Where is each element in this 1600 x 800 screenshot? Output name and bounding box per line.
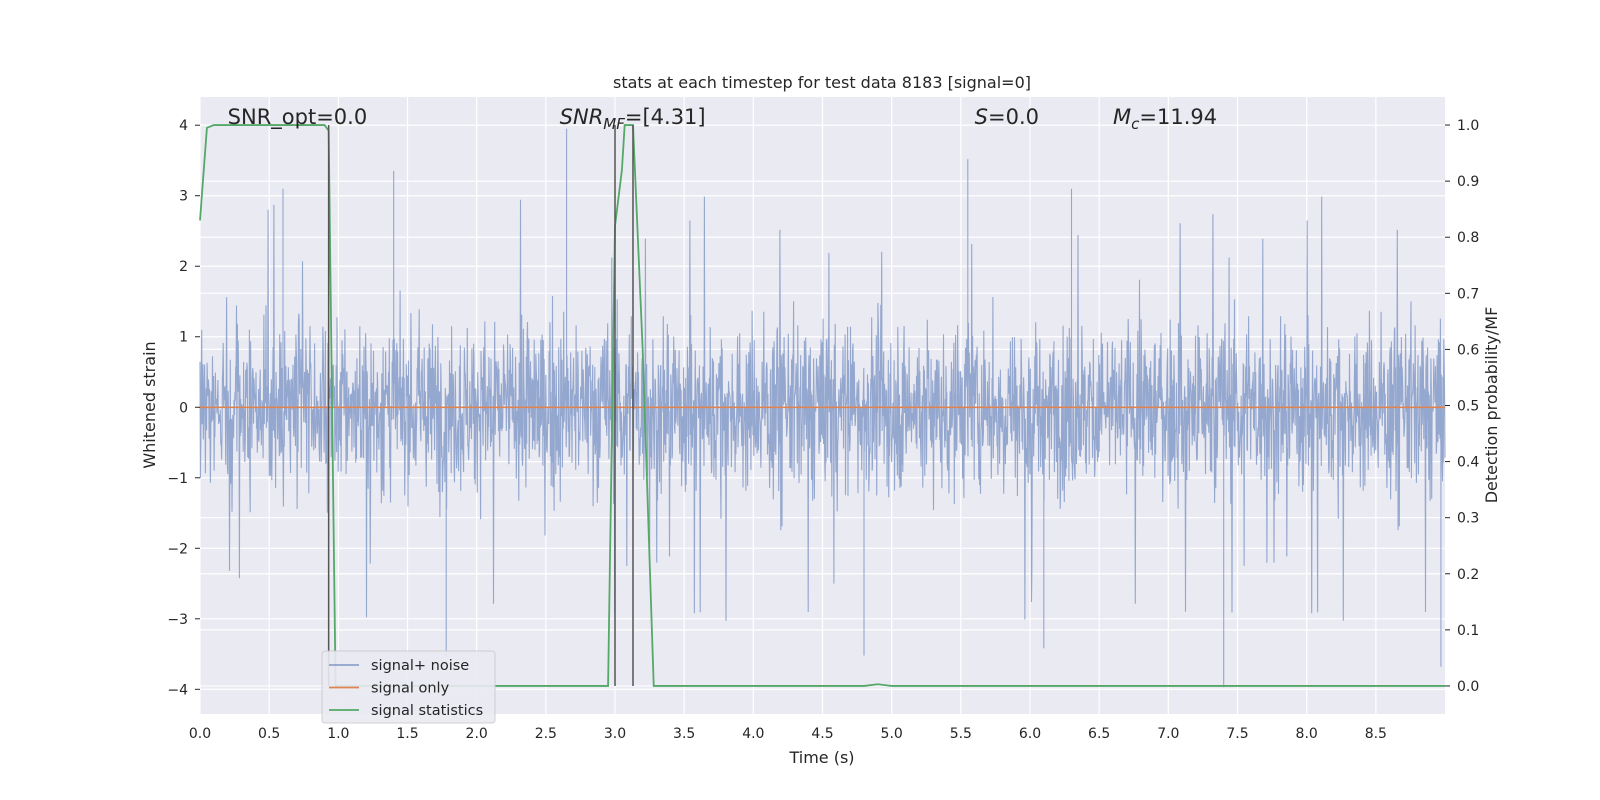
y-tick-label-left: 4	[179, 118, 188, 134]
signal-statistics-line	[199, 124, 1445, 687]
vertical-markers	[327, 125, 634, 686]
series-lines	[199, 124, 1445, 687]
x-tick-label: 7.5	[1226, 726, 1248, 742]
x-tick-label: 3.5	[673, 726, 695, 742]
y-tick-label-left: −2	[167, 541, 188, 557]
y-tick-label-right: 0.3	[1457, 511, 1479, 527]
legend-box	[321, 650, 496, 724]
x-tick-label: 3.0	[604, 726, 626, 742]
x-tick-label: 6.5	[1088, 726, 1110, 742]
x-tick-label: 8.0	[1296, 726, 1318, 742]
x-tick-label: 0.5	[258, 726, 280, 742]
y-tick-label-right: 0.0	[1457, 679, 1479, 695]
y-tick-label-right: 0.1	[1457, 623, 1479, 639]
y-axis-label-right: Detection probability/MF	[1482, 307, 1501, 504]
annotations: SNR_opt=0.0 SNRMF=[4.31] S=0.0 Mc=11.94	[228, 105, 1217, 133]
tick-labels: 0.0 0.5 1.0 1.5 2.0 2.5 3.0 3.5 4.0 4.5 5.0 5.5 6.0 6…	[167, 118, 1479, 742]
y-tick-label-left: 2	[179, 259, 188, 275]
annotation-s-value: S=0.0	[975, 105, 1039, 129]
x-tick-label: 2.5	[535, 726, 557, 742]
y-axis-label-left: Whitened strain	[140, 341, 159, 468]
chart-title: stats at each timestep for test data 818…	[613, 73, 1031, 92]
y-tick-label-left: −1	[167, 471, 188, 487]
x-tick-label: 5.0	[881, 726, 903, 742]
annotation-mc-value: Mc=11.94	[1113, 105, 1217, 133]
x-tick-label: 0.0	[189, 726, 211, 742]
legend-label-2: signal statistics	[371, 703, 483, 719]
x-tick-label: 2.0	[466, 726, 488, 742]
y-tick-label-right: 0.2	[1457, 567, 1479, 583]
signal-noise-series	[199, 128, 1446, 688]
y-tick-label-right: 0.7	[1457, 286, 1479, 302]
y-tick-label-left: −4	[167, 682, 188, 698]
x-axis-label: Time (s)	[788, 748, 854, 767]
annotation-snr-mf: SNRMF=[4.31]	[560, 105, 706, 133]
legend: signal+ noise signal only signal statistic…	[321, 650, 496, 724]
x-tick-label: 4.5	[811, 726, 833, 742]
y-tick-label-left: 1	[179, 330, 188, 346]
x-tick-label: 1.0	[327, 726, 349, 742]
x-tick-label: 5.5	[950, 726, 972, 742]
annotation-snr-opt: SNR_opt=0.0	[228, 105, 368, 130]
signal-noise-line	[199, 128, 1446, 688]
x-tick-label: 8.5	[1365, 726, 1387, 742]
y-tick-label-left: 0	[179, 400, 188, 416]
legend-label-1: signal only	[371, 681, 450, 697]
y-tick-label-right: 0.4	[1457, 455, 1479, 471]
y-tick-label-right: 1.0	[1457, 118, 1479, 134]
x-tick-label: 6.0	[1019, 726, 1041, 742]
y-tick-label-left: 3	[179, 189, 188, 205]
y-tick-label-right: 0.8	[1457, 230, 1479, 246]
legend-label-0: signal+ noise	[371, 658, 469, 674]
y-tick-label-left: −3	[167, 612, 188, 628]
x-tick-label: 7.0	[1157, 726, 1179, 742]
x-tick-label: 4.0	[742, 726, 764, 742]
y-tick-label-right: 0.5	[1457, 399, 1479, 415]
x-tick-label: 1.5	[396, 726, 418, 742]
y-tick-label-right: 0.9	[1457, 174, 1479, 190]
y-tick-label-right: 0.6	[1457, 342, 1479, 358]
